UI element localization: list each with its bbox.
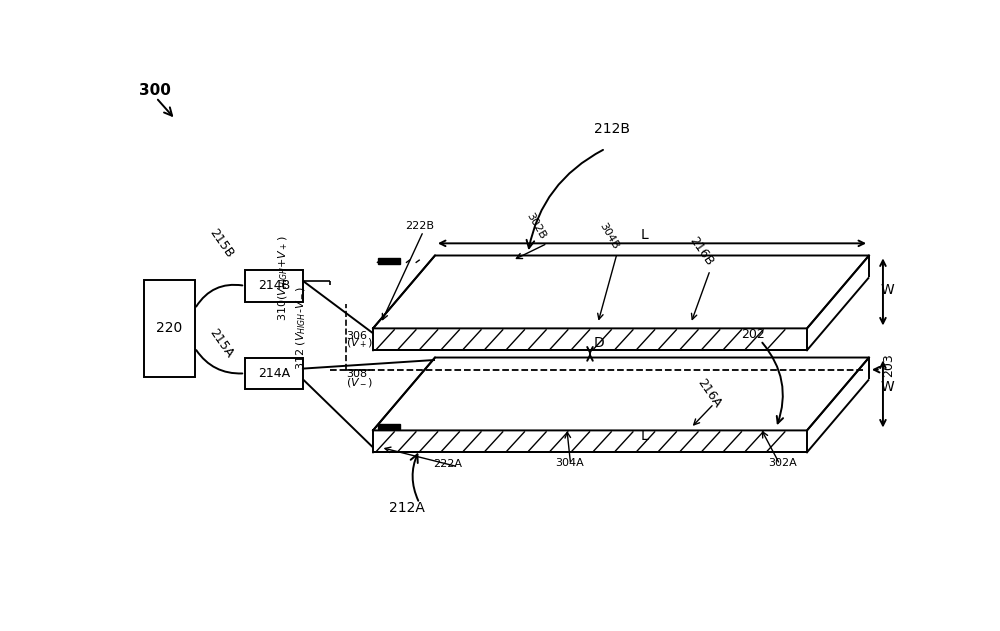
Text: 215B: 215B xyxy=(206,227,236,261)
Bar xyxy=(245,270,303,302)
Text: ($V_+$): ($V_+$) xyxy=(346,336,373,350)
Text: 312 ($V_{HIGH}$-$V_-$): 312 ($V_{HIGH}$-$V_-$) xyxy=(294,286,308,370)
Text: 222B: 222B xyxy=(406,221,435,231)
Text: 300: 300 xyxy=(139,83,171,98)
Text: 214A: 214A xyxy=(258,367,290,380)
Text: 304B: 304B xyxy=(598,221,621,251)
Text: 304A: 304A xyxy=(555,458,584,468)
Text: 222A: 222A xyxy=(433,459,462,469)
Text: 306: 306 xyxy=(346,331,367,341)
Text: L: L xyxy=(640,228,648,242)
Text: 202: 202 xyxy=(741,327,765,341)
Text: 308: 308 xyxy=(346,369,367,379)
Text: 212B: 212B xyxy=(594,122,630,136)
Bar xyxy=(245,358,303,389)
Text: 216B: 216B xyxy=(687,233,716,268)
Text: 216A: 216A xyxy=(695,376,724,410)
Text: L: L xyxy=(640,428,648,442)
Text: 214B: 214B xyxy=(258,280,290,292)
Text: 215A: 215A xyxy=(206,326,236,360)
Bar xyxy=(378,423,400,430)
Text: 220: 220 xyxy=(156,321,183,335)
Text: 203: 203 xyxy=(882,353,895,377)
Text: 212A: 212A xyxy=(388,502,424,516)
Text: 310($V_{HIGH}$+$V_+$): 310($V_{HIGH}$+$V_+$) xyxy=(276,235,290,321)
Text: W: W xyxy=(881,283,894,297)
Bar xyxy=(144,280,195,377)
Text: D: D xyxy=(594,336,605,350)
Text: 302B: 302B xyxy=(524,211,547,241)
Text: 302A: 302A xyxy=(768,458,797,468)
Bar xyxy=(378,259,400,264)
Text: ($V_-$): ($V_-$) xyxy=(346,376,373,389)
Text: W: W xyxy=(881,380,894,394)
